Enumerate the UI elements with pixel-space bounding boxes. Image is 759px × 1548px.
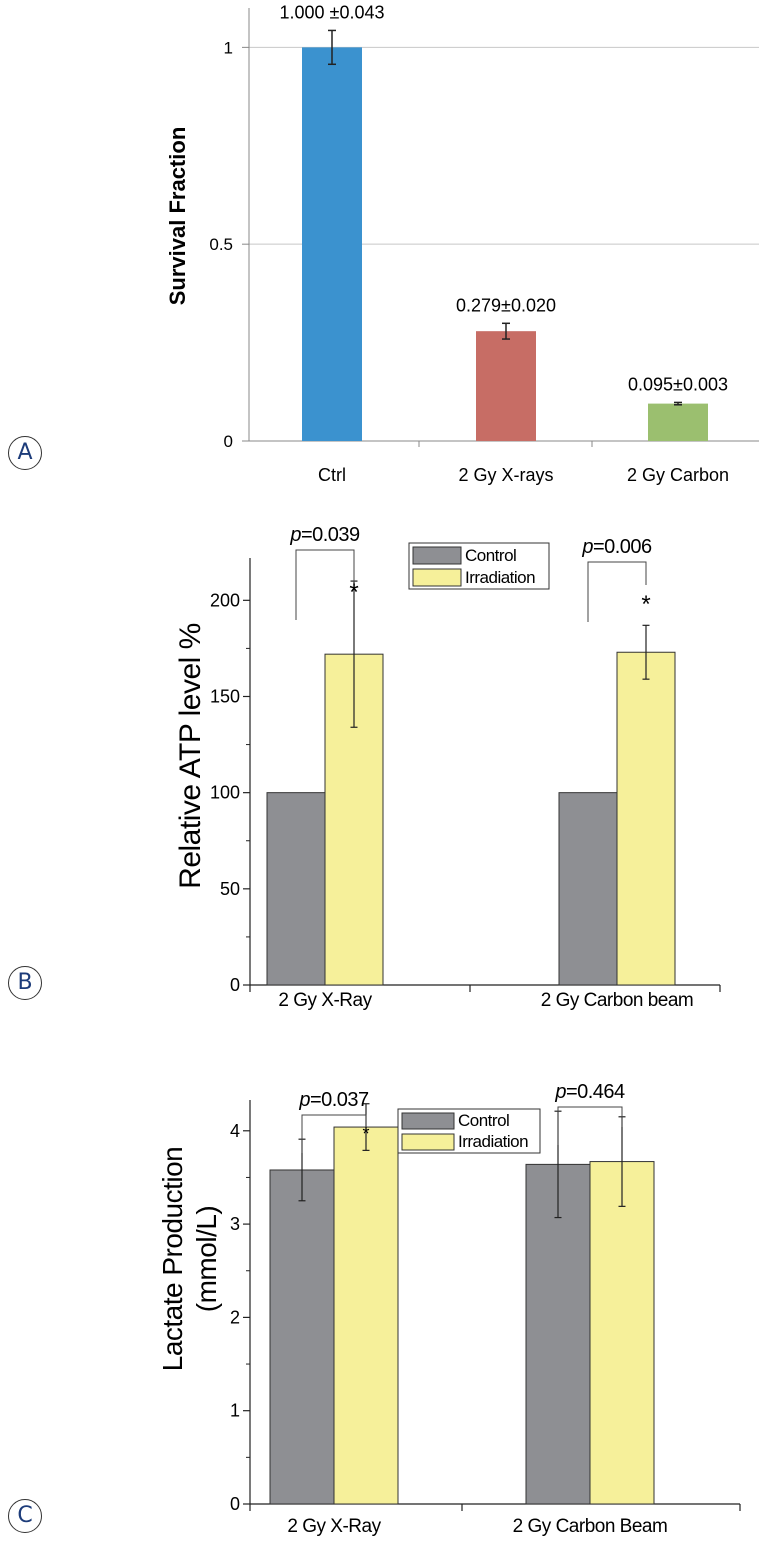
survival-fraction-chart: 0 0.5 1 Survival Fraction 1.000 ±0.043 Ctrl 0.… [165,2,759,485]
y-tick-label: 200 [210,590,240,610]
panel-b-atp-chart: 0 50 100 150 200 2 Gy X-Ray 2 Gy Carbon beam p=… [0,500,759,1015]
y-tick-label: 3 [230,1214,240,1234]
p-value-label: p=0.464 [554,1081,625,1103]
panel-label-a: A [8,436,42,470]
y-tick-label: 0 [230,975,240,995]
p-value-label: p=0.006 [581,536,652,558]
legend-swatch [412,546,462,565]
y-tick-label: 150 [210,686,240,706]
p-value-number: =0.037 [310,1089,369,1111]
x-tick-label: 2 Gy X-Ray [287,1516,381,1537]
x-tick-label: 2 Gy Carbon Beam [513,1516,668,1537]
significance-bracket [557,1106,623,1145]
bar [302,47,362,441]
y-tick-label: 4 [230,1121,240,1141]
y-tick-label: 0 [224,432,233,451]
legend-label: Irradiation [458,1132,528,1151]
p-symbol: p [581,536,593,558]
legend-label: Control [465,546,516,565]
significance-star: * [641,591,650,618]
x-tick-label: 2 Gy X-rays [458,465,553,485]
p-value-number: =0.464 [566,1081,625,1103]
significance-star: * [349,579,358,606]
p-symbol: p [554,1081,566,1103]
y-tick-label: 0 [230,1494,240,1514]
y-axis-label: Relative ATP level % [174,623,207,889]
bar [589,1161,655,1505]
bar [333,1126,399,1505]
x-tick-label: 2 Gy X-Ray [278,990,372,1011]
p-symbol: p [298,1089,310,1111]
value-label: 1.000 ±0.043 [280,2,385,22]
y-tick-label: 50 [220,879,240,899]
x-tick-label: Ctrl [318,465,346,485]
p-value-label: p=0.037 [298,1089,369,1111]
y-tick-label: 2 [230,1307,240,1327]
significance-bracket [301,1114,367,1153]
bar [269,1169,335,1505]
y-tick-label: 1 [224,38,233,57]
value-label: 0.095±0.003 [628,374,728,394]
p-value-number: =0.039 [301,524,360,546]
legend-label: Irradiation [465,568,535,587]
x-tick-label: 2 Gy Carbon [627,465,729,485]
value-label: 0.279±0.020 [456,295,556,315]
bar [266,792,326,986]
legend-swatch [401,1133,455,1151]
panel-a-survival-chart: 0 0.5 1 Survival Fraction 1.000 ±0.043 Ctrl 0.… [0,0,759,500]
bar [616,651,676,986]
bar [558,792,618,986]
x-tick-label: 2 Gy Carbon beam [541,990,694,1011]
p-value-number: =0.006 [593,536,652,558]
significance-star: * [362,1124,369,1144]
y-axis-label-line-2: (mmol/L) [191,1206,222,1312]
p-value-label: p=0.039 [289,524,360,546]
y-axis-label-line-1: Lactate Production [157,1147,188,1372]
y-tick-label: 1 [230,1401,240,1421]
significance-bracket [295,549,355,620]
panel-label-b: B [8,966,42,1000]
legend-swatch [412,568,462,587]
y-tick-label: 100 [210,783,240,803]
y-tick-label: 0.5 [209,235,233,254]
legend-label: Control [458,1111,509,1130]
panel-label-c: C [8,1499,42,1533]
y-axis-label: Survival Fraction [165,127,190,306]
bar [648,403,708,441]
p-symbol: p [289,524,301,546]
legend-swatch [401,1112,455,1130]
significance-bracket [587,561,647,622]
bar [476,331,536,441]
